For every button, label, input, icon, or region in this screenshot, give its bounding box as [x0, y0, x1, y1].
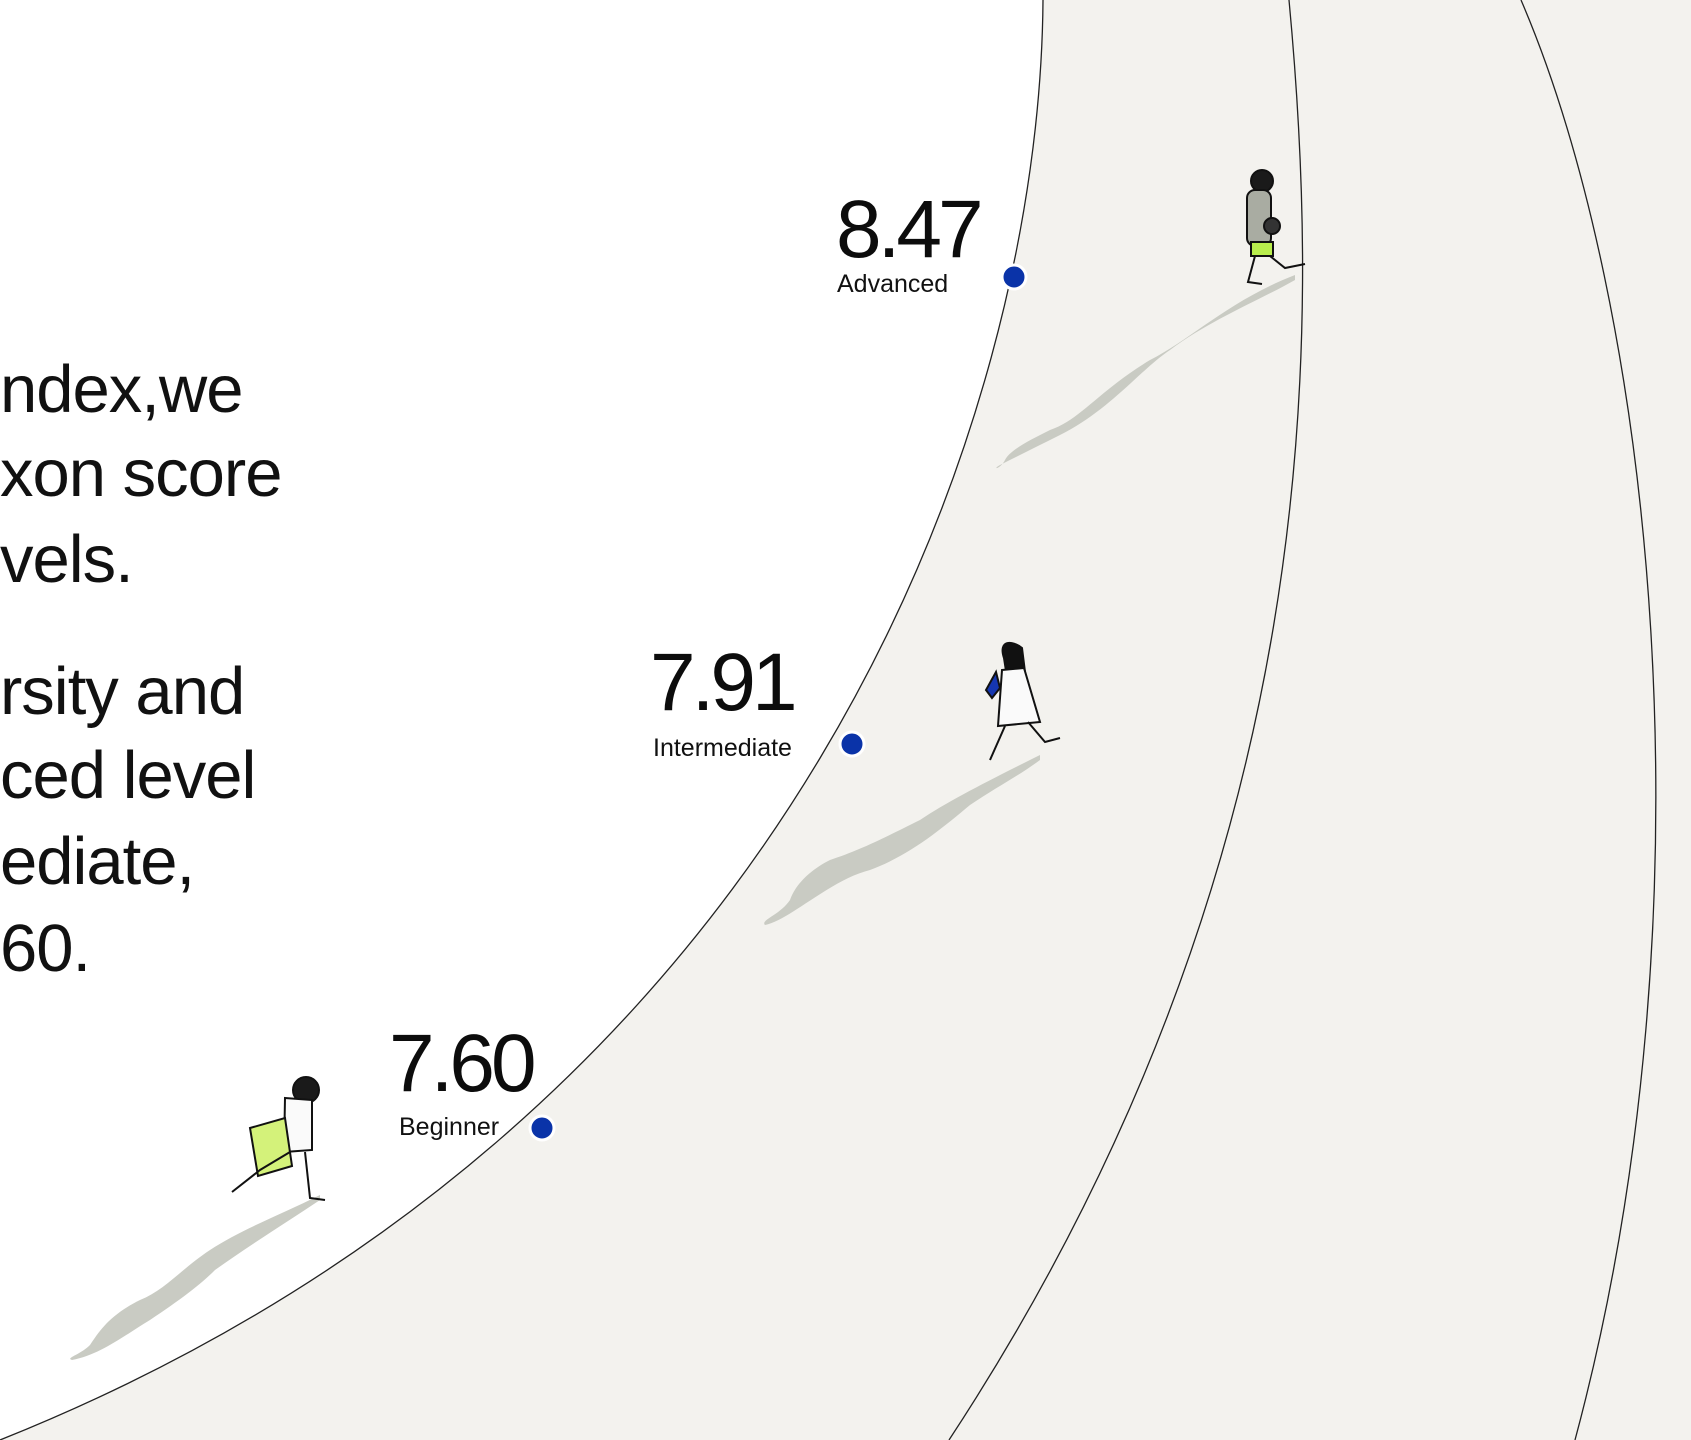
text-line: vels.: [0, 522, 133, 597]
track-edge: [0, 0, 1044, 1440]
level-intermediate: 7.91 Intermediate: [650, 637, 866, 762]
text-line: ndex,we: [0, 352, 243, 427]
level-dot: [838, 730, 866, 758]
shadow: [996, 275, 1295, 469]
level-dot: [1000, 263, 1028, 291]
score: 7.60: [389, 1018, 534, 1109]
walker: [984, 641, 1061, 761]
score: 8.47: [836, 184, 980, 275]
track-line: [948, 0, 1304, 1440]
level-label: Advanced: [837, 270, 948, 298]
level-advanced: 8.47 Advanced: [836, 184, 1028, 298]
score: 7.91: [650, 637, 794, 728]
walker: [231, 1076, 326, 1201]
text-line: 60.: [0, 911, 90, 986]
text-line: ediate,: [0, 824, 194, 899]
text-line: ced level: [0, 738, 255, 813]
walker: [1246, 169, 1306, 285]
level-label: Beginner: [399, 1113, 499, 1141]
text-line: rsity and: [0, 654, 244, 729]
level-label: Intermediate: [653, 734, 792, 762]
paragraph: ndex,we xon score vels.: [0, 352, 282, 597]
paragraph: rsity and ced level ediate, 60.: [0, 654, 256, 986]
shadow: [764, 755, 1040, 925]
text-line: xon score: [0, 436, 281, 511]
track-line: [1520, 0, 1657, 1440]
level-beginner: 7.60 Beginner: [389, 1018, 556, 1142]
shadow: [70, 1195, 321, 1360]
level-dot: [528, 1114, 556, 1142]
shadows: [70, 275, 1295, 1360]
